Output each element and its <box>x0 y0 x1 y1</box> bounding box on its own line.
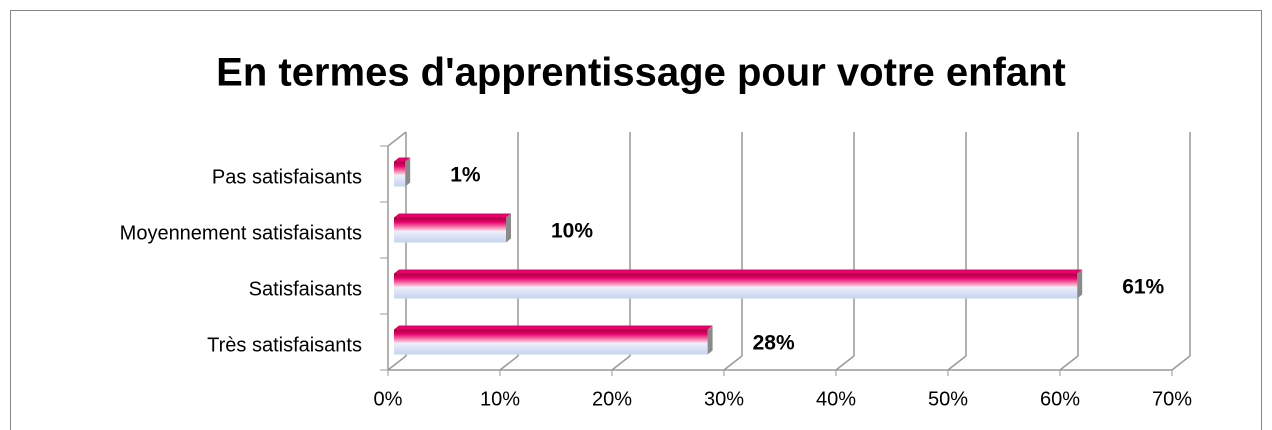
bar-side <box>405 157 411 187</box>
data-label: 61% <box>1122 276 1164 299</box>
y-tick-label: Pas satisfaisants <box>212 166 362 188</box>
x-tick-label: 30% <box>704 388 744 410</box>
grid-line <box>835 132 855 371</box>
bar-side <box>707 325 713 355</box>
bar <box>394 217 506 243</box>
bar-top <box>394 325 713 330</box>
bar-top <box>394 213 511 218</box>
x-tick-label: 70% <box>1152 388 1192 410</box>
bar-side <box>1077 269 1083 299</box>
bar <box>394 329 708 355</box>
data-label: 1% <box>450 164 481 187</box>
x-tick-label: 20% <box>592 388 632 410</box>
bar-top <box>394 157 411 162</box>
x-tick-label: 10% <box>480 388 520 410</box>
grid-line <box>1059 132 1079 371</box>
data-label: 10% <box>551 220 593 243</box>
x-tick-label: 0% <box>374 388 403 410</box>
bar <box>394 273 1078 299</box>
bar-side <box>506 213 511 243</box>
x-tick-label: 50% <box>928 388 968 410</box>
y-tick-label: Moyennement satisfaisants <box>120 222 362 244</box>
grid-line <box>387 132 407 371</box>
grid-line <box>611 132 631 371</box>
x-tick-label: 40% <box>816 388 856 410</box>
data-label: 28% <box>753 332 795 355</box>
y-tick-label: Très satisfaisants <box>207 334 362 356</box>
bar <box>394 161 406 187</box>
x-tick-label: 60% <box>1040 388 1080 410</box>
grid-line <box>723 132 743 371</box>
grid-line <box>1171 132 1191 371</box>
chart-frame <box>10 10 1262 430</box>
bar-top <box>394 269 1083 274</box>
y-tick-label: Satisfaisants <box>249 278 362 300</box>
grid-line <box>947 132 967 371</box>
chart-title: En termes d'apprentissage pour votre enf… <box>216 51 1066 95</box>
grid-line <box>499 132 519 371</box>
